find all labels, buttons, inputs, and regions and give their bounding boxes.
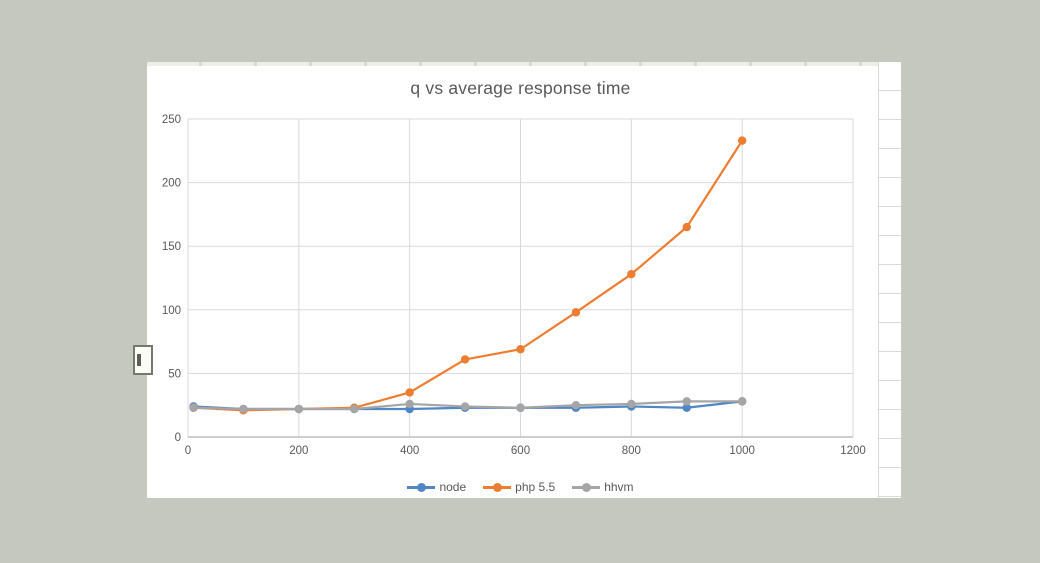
y-axis-tick-label: 200 [162,178,181,190]
data-point-hhvm [405,399,414,409]
legend-item-node[interactable]: node [407,480,466,494]
legend-label: php 5.5 [515,480,556,494]
data-point-php-5.5 [571,308,581,317]
data-point-php-5.5 [405,388,414,397]
x-axis-tick-label: 200 [289,445,308,457]
y-axis-tick-label: 250 [162,114,181,126]
y-axis-tick-label: 0 [175,432,181,444]
data-point-php-5.5 [737,136,747,145]
data-point-hhvm [189,403,198,412]
cut-off-cells-right[interactable] [878,62,901,498]
x-axis-tick-label: 1200 [840,445,866,457]
legend-item-php-5.5[interactable]: php 5.5 [483,480,555,494]
data-point-hhvm [239,404,248,414]
data-point-hhvm [571,401,581,410]
data-point-hhvm [737,397,747,406]
data-point-hhvm [627,399,636,409]
y-axis-tick-label: 50 [168,368,181,380]
series-line-php-5.5 [193,140,744,412]
x-axis-tick-label: 800 [622,445,641,457]
spreadsheet-canvas[interactable]: 0 50 100 150 200 250 0 200 400 600 800 1000 1200 q v… [147,62,901,498]
legend-line-marker-icon [483,482,512,492]
data-point-php-5.5 [516,345,525,354]
x-axis-tick-label: 1000 [729,445,755,457]
legend-label: node [439,480,467,494]
legend-item-hhvm[interactable]: hhvm [572,480,634,494]
cut-off-cells-top [147,62,900,66]
data-point-hhvm [294,404,304,414]
data-point-hhvm [516,403,525,412]
legend-line-marker-icon [572,482,601,492]
chart-plot-area[interactable]: 0 50 100 150 200 250 0 200 400 600 800 1000 1200 [147,62,900,498]
x-axis-tick-label: 600 [511,445,530,457]
chart-legend[interactable]: node php 5.5 hhvm [188,477,853,497]
y-axis-tick-label: 150 [162,241,181,253]
data-point-hhvm [682,397,691,406]
legend-label: hhvm [604,480,634,494]
data-point-node [682,403,691,412]
legend-line-marker-icon [407,482,436,492]
x-axis-tick-label: 0 [185,445,191,457]
chart-title: q vs average response time [410,78,631,98]
embedded-object-glyph-icon [137,354,141,366]
y-axis-tick-label: 100 [162,305,181,317]
data-point-hhvm [350,404,359,414]
data-point-php-5.5 [682,222,691,232]
data-point-php-5.5 [627,269,636,279]
x-axis-tick-label: 400 [400,445,419,457]
data-point-php-5.5 [460,355,470,364]
embedded-object-fragment[interactable] [133,345,153,375]
data-point-hhvm [460,402,470,411]
